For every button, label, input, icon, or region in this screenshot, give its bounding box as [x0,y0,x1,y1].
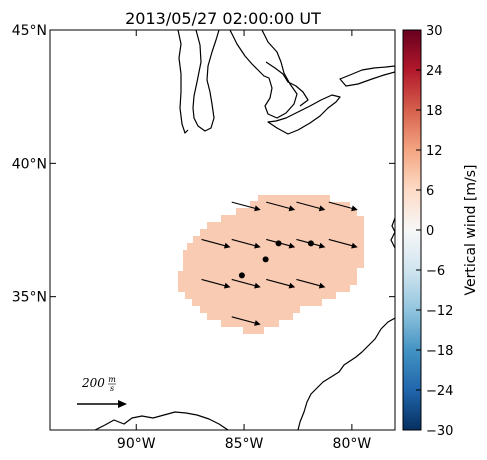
reference-vector-value: 200 [81,376,105,390]
x-tick-label: 90°W [117,436,156,452]
x-tick-label: 80°W [333,436,372,452]
colorbar-tick-label: 18 [426,104,443,119]
lake-ontario-shoreline [339,65,395,87]
y-tick-label: 35°N [12,290,47,306]
colorbar-tick-label: −24 [426,384,453,399]
radar-site-marker [275,240,282,247]
map-axis-ticks: 90°W 85°W 80°W 45°N 40°N 35°N [12,23,395,452]
lake-erie-shoreline [267,94,341,135]
coastline-layer [94,30,395,430]
wind-vector-arrow [328,238,358,249]
reference-arrow-head [118,400,127,408]
wind-vector-arrow [201,238,231,249]
y-tick-label: 45°N [12,23,47,39]
colorbar-tick-label: −6 [426,264,445,279]
colorbar-tick-label: 0 [426,224,434,239]
map-frame [49,29,396,431]
wind-vector-arrow [266,201,296,212]
colorbar-tick-label: −18 [426,344,453,359]
vertical-wind-field [178,195,364,334]
wind-vector-arrow [231,201,261,212]
wind-vector-arrow [296,201,326,212]
radar-site-marker [307,240,314,247]
colorbar-label: Vertical wind [m/s] [463,165,479,296]
colorbar-tick-label: 24 [426,64,443,79]
y-tick-label: 40°N [12,156,47,172]
colorbar-tick-label: 12 [426,144,443,159]
colorbar: 30 24 18 12 6 0 −6 −12 −18 −24 −30 Vertical wind [… [402,24,479,439]
lake-michigan-west-shore [177,30,189,134]
radar-site-layer [238,240,314,279]
radar-site-marker [238,272,245,279]
reference-vector-unit-bottom: s [110,384,114,393]
lake-michigan-shoreline [192,30,220,132]
wind-vector-arrow [231,316,261,326]
x-tick-label: 85°W [225,436,264,452]
lake-huron-shoreline [229,30,298,119]
gulf-coastline [94,411,229,430]
wind-vector-arrow [296,278,326,289]
colorbar-tick-label: −30 [426,424,453,439]
wind-vector-arrow [266,278,296,289]
radar-site-marker [262,256,269,263]
colorbar-tick-label: −12 [426,304,453,319]
wind-vector-arrow [231,238,261,249]
georgian-bay-shoreline [265,61,309,107]
wind-vector-arrow [328,201,358,212]
colorbar-tick-label: 6 [426,184,434,199]
wind-vector-arrow [201,278,231,289]
colorbar-ticks: 30 24 18 12 6 0 −6 −12 −18 −24 −30 [416,24,453,439]
atlantic-coastline [297,217,395,430]
wind-vector-arrow [231,278,261,289]
map-panel: 200 m s [50,30,395,430]
reference-vector-unit-top: m [108,375,116,384]
reference-vector: 200 m s [77,375,127,408]
chart-title: 2013/05/27 02:00:00 UT [125,9,321,28]
colorbar-tick-label: 30 [426,24,443,39]
wind-vector-layer [201,201,358,326]
